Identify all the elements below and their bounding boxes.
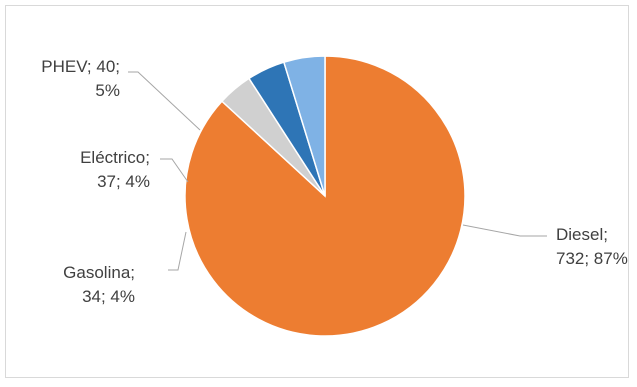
data-label-phev-line-2: 5% xyxy=(95,81,120,100)
leader-line-electrico xyxy=(160,158,189,183)
leader-line-diesel xyxy=(462,224,547,237)
pie-slices xyxy=(184,55,466,337)
data-label-electrico-line-1: Eléctrico; xyxy=(80,148,150,167)
data-labels: Diesel; 732; 87% Gasolina; 34; 4% Eléctrico;… xyxy=(41,57,628,306)
data-label-phev-line-1: PHEV; 40; xyxy=(41,57,120,76)
data-label-gasolina-line-1: Gasolina; xyxy=(63,263,135,282)
data-label-diesel-line-1: Diesel; xyxy=(556,225,608,244)
data-label-diesel-line-2: 732; 87% xyxy=(556,249,628,268)
data-label-gasolina-line-2: 34; 4% xyxy=(82,287,135,306)
leader-line-gasolina xyxy=(168,231,187,271)
data-label-electrico-line-2: 37; 4% xyxy=(97,172,150,191)
leader-lines xyxy=(128,71,547,271)
pie-slice-phev xyxy=(282,55,326,197)
leader-line-phev xyxy=(128,71,201,131)
